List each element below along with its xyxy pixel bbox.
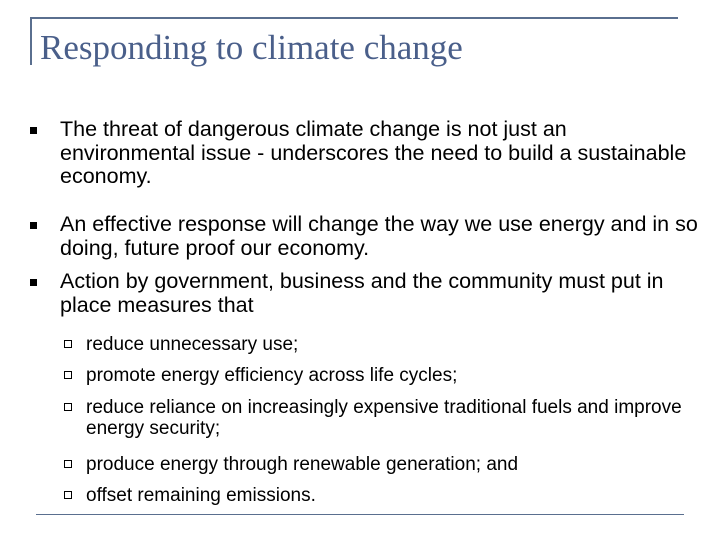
square-bullet-icon	[30, 127, 37, 134]
bullet-item: Action by government, business and the c…	[30, 269, 700, 317]
square-bullet-icon	[30, 279, 37, 286]
bullet-text: The threat of dangerous climate change i…	[60, 117, 687, 188]
hollow-square-bullet-icon	[64, 460, 72, 468]
bullet-item: An effective response will change the wa…	[30, 212, 700, 260]
sub-bullet-item: promote energy efficiency across life cy…	[64, 365, 686, 386]
sub-bullet-text: reduce reliance on increasingly expensiv…	[86, 397, 682, 439]
sub-bullet-text: produce energy through renewable generat…	[86, 454, 519, 475]
sub-bullet-item: produce energy through renewable generat…	[64, 454, 686, 475]
sub-bullet-item: reduce reliance on increasingly expensiv…	[64, 397, 686, 439]
bullet-item: The threat of dangerous climate change i…	[30, 117, 700, 189]
bullet-text: Action by government, business and the c…	[60, 269, 664, 317]
hollow-square-bullet-icon	[64, 340, 72, 348]
slide-title: Responding to climate change	[40, 28, 463, 67]
hollow-square-bullet-icon	[64, 491, 72, 499]
sub-bullet-text: promote energy efficiency across life cy…	[86, 365, 458, 386]
sub-bullet-text: reduce unnecessary use;	[86, 334, 299, 355]
sub-bullet-text: offset remaining emissions.	[86, 485, 316, 506]
sub-bullet-item: reduce unnecessary use;	[64, 334, 686, 355]
title-rule-top	[30, 17, 678, 19]
square-bullet-icon	[30, 222, 37, 229]
hollow-square-bullet-icon	[64, 371, 72, 379]
footer-rule	[36, 514, 684, 515]
hollow-square-bullet-icon	[64, 403, 72, 411]
sub-bullet-item: offset remaining emissions.	[64, 485, 686, 506]
bullet-text: An effective response will change the wa…	[60, 212, 698, 260]
title-rule-left	[30, 17, 32, 65]
